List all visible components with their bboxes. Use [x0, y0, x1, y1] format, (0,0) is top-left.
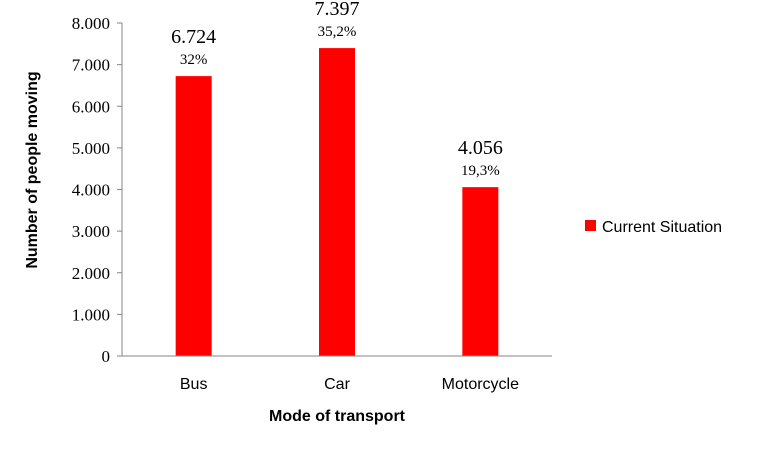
x-category-label: Motorcycle: [442, 376, 519, 393]
x-category-label: Bus: [180, 376, 208, 393]
x-category-label: Car: [324, 376, 350, 393]
legend-label: Current Situation: [602, 219, 722, 236]
legend: Current Situation: [585, 219, 722, 236]
y-axis-ticks: 0 1.000 2.000 3.000 4.000 5.000 6.000 7.000 8.00…: [72, 14, 122, 366]
bar-value-label: 6.724: [171, 26, 216, 48]
bar-percent-label: 35,2%: [318, 24, 357, 40]
y-tick-label: 5.000: [72, 139, 110, 158]
bar-percent-label: 32%: [180, 52, 208, 68]
percent-labels: 32% 35,2% 19,3%: [180, 24, 500, 179]
x-axis-categories: Bus Car Motorcycle: [180, 376, 519, 393]
y-tick-label: 2.000: [72, 264, 110, 283]
y-axis-title: Number of people moving: [24, 71, 41, 268]
bars: [175, 48, 499, 357]
y-tick-label: 7.000: [72, 56, 110, 75]
bar-value-label: 4.056: [458, 137, 503, 159]
y-tick-label: 6.000: [72, 97, 110, 116]
bar: [319, 48, 355, 356]
y-tick-label: 8.000: [72, 14, 110, 33]
y-tick-label: 3.000: [72, 222, 110, 241]
y-tick-label: 0: [102, 347, 111, 366]
value-labels: 6.724 7.397 4.056: [171, 0, 503, 159]
y-tick-label: 1.000: [72, 305, 110, 324]
bar-percent-label: 19,3%: [461, 163, 500, 179]
bar: [462, 187, 499, 356]
legend-swatch: [585, 220, 596, 231]
x-axis-title: Mode of transport: [269, 408, 406, 425]
bar: [175, 76, 212, 357]
bar-value-label: 7.397: [315, 0, 360, 20]
y-tick-label: 4.000: [72, 181, 110, 200]
